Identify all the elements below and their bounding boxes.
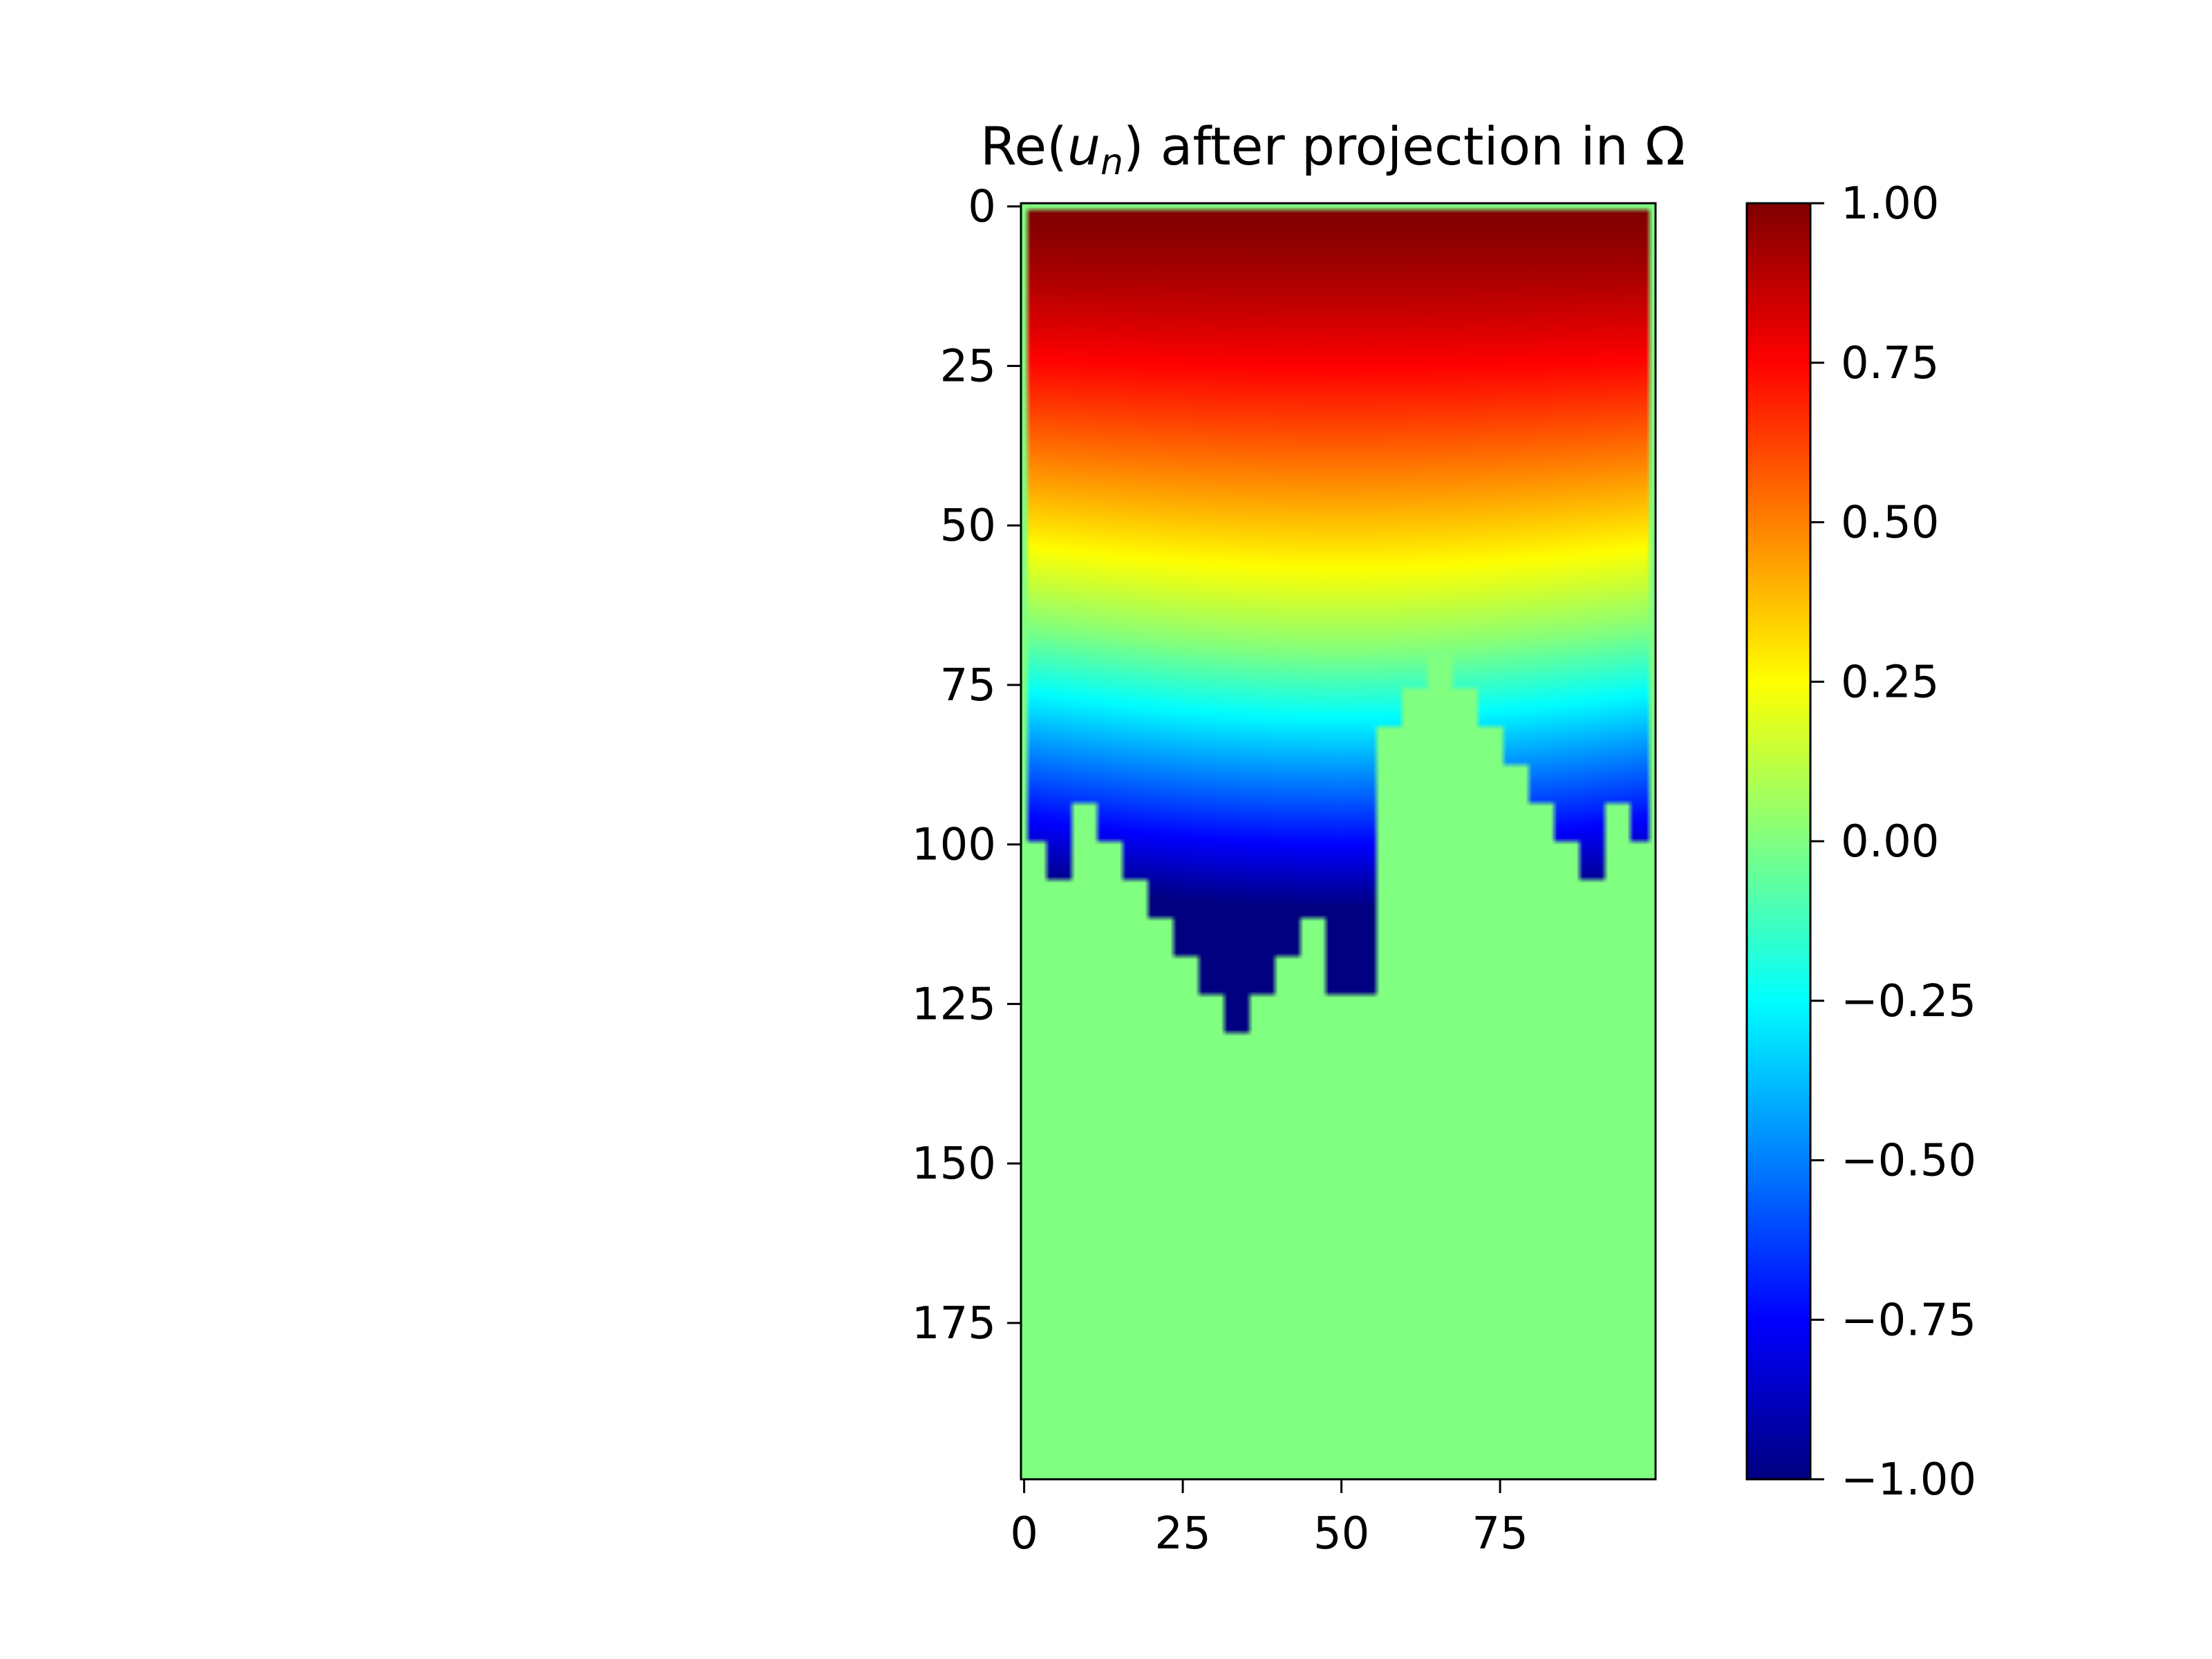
y-tick-label: 100 [912,820,996,871]
chart-title: Re(un) after projection in Ω [980,115,1685,183]
x-tick-label: 0 [1010,1508,1038,1559]
x-tick-label: 25 [1154,1508,1210,1559]
x-axis: 0 25 50 75 [1010,1479,1528,1559]
heatmap-area [1020,202,1657,1481]
colorbar-tick-label: 0.00 [1841,816,1940,868]
colorbar-axis: 1.00 0.75 0.50 0.25 0.00 −0.25 −0.50 −0.75 −1.00 [1810,178,1976,1506]
x-tick-label: 50 [1313,1508,1369,1559]
colorbar-tick-label: 0.75 [1841,338,1940,389]
heatmap-frame [1020,202,1657,1481]
colorbar-tick-label: 1.00 [1841,178,1940,229]
y-axis: 0 25 50 75 100 125 150 175 [912,182,1021,1349]
y-tick-label: 125 [912,979,996,1030]
y-tick-label: 50 [940,500,996,552]
colorbar-tick-label: −0.25 [1841,976,1976,1027]
colorbar [1745,202,1812,1481]
y-tick-label: 75 [940,660,996,711]
heatmap-image [1021,203,1656,1479]
y-tick-label: 175 [912,1298,996,1349]
x-tick-label: 75 [1472,1508,1528,1559]
y-tick-label: 25 [940,341,996,392]
colorbar-tick-label: −0.50 [1841,1136,1976,1187]
colorbar-tick-label: 0.50 [1841,498,1940,549]
colorbar-tick-label: −1.00 [1841,1454,1976,1506]
y-tick-label: 0 [968,182,996,233]
y-tick-label: 150 [912,1138,996,1190]
colorbar-tick-label: −0.75 [1841,1295,1976,1346]
colorbar-tick-label: 0.25 [1841,657,1940,708]
